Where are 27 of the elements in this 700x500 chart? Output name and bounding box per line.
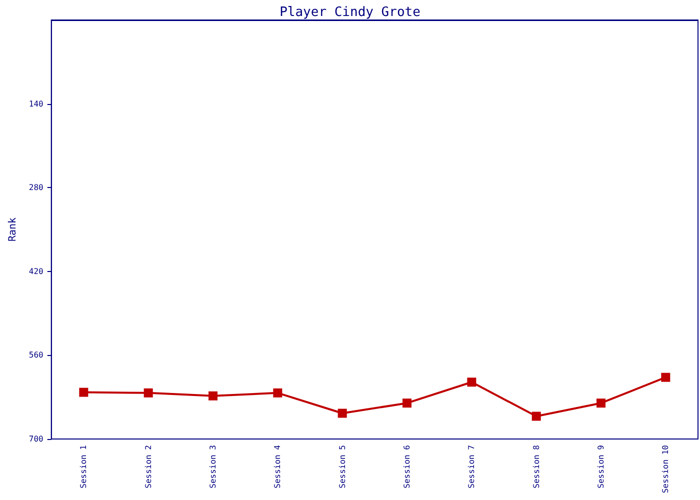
- x-tick-label: Session 1: [79, 444, 88, 488]
- x-tick-label: Session 3: [208, 444, 218, 488]
- y-tick-label: 560: [28, 350, 44, 360]
- x-tick-label: Session 10: [661, 444, 670, 494]
- point: [467, 378, 476, 387]
- point: [338, 408, 347, 418]
- x-tick-label: Session 9: [596, 444, 606, 488]
- point: [661, 372, 670, 382]
- y-tick-label: 280: [28, 183, 44, 192]
- point: [208, 391, 218, 400]
- point: [532, 412, 541, 421]
- y-axis-title: Rank: [8, 217, 18, 242]
- y-tick-label: 700: [28, 434, 44, 444]
- point: [596, 398, 606, 408]
- point: [79, 388, 88, 397]
- point: [273, 388, 282, 398]
- x-tick-label: Session 5: [338, 444, 347, 488]
- point: [402, 398, 412, 408]
- x-tick-label: Session 8: [532, 444, 541, 488]
- y-tick-label: 140: [28, 99, 44, 108]
- x-tick-label: Session 2: [144, 444, 153, 488]
- x-tick-label: Session 7: [467, 444, 476, 488]
- x-tick-label: Session 4: [273, 444, 282, 488]
- chart-title: Player Cindy Grote: [280, 5, 421, 20]
- y-tick-label: 420: [28, 266, 44, 276]
- point: [144, 388, 153, 398]
- x-tick-label: Session 6: [402, 444, 412, 488]
